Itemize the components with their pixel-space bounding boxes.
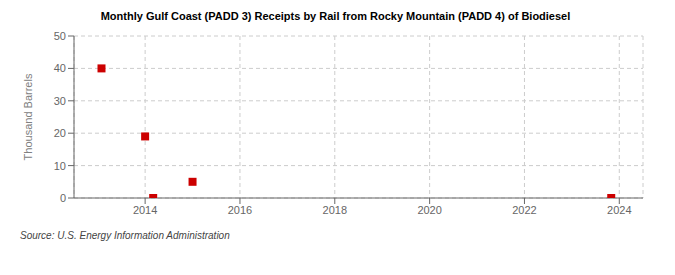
svg-text:2014: 2014 <box>133 204 157 216</box>
svg-text:50: 50 <box>54 30 66 42</box>
svg-text:2022: 2022 <box>512 204 536 216</box>
svg-text:40: 40 <box>54 62 66 74</box>
svg-text:30: 30 <box>54 95 66 107</box>
svg-text:10: 10 <box>54 160 66 172</box>
html-text:Source: U.S. Energy Informatio: Source: U.S. Energy Information Administ… <box>20 230 230 241</box>
svg-text:2020: 2020 <box>417 204 441 216</box>
svg-text:20: 20 <box>54 127 66 139</box>
svg-text:2016: 2016 <box>228 204 252 216</box>
svg-text:2018: 2018 <box>323 204 347 216</box>
svg-text:Thousand Barrels: Thousand Barrels <box>22 73 34 160</box>
svg-text:0: 0 <box>60 192 66 204</box>
svg-text:2024: 2024 <box>607 204 631 216</box>
html-text:Monthly Gulf Coast (PADD 3) Re: Monthly Gulf Coast (PADD 3) Receipts by … <box>100 10 571 22</box>
